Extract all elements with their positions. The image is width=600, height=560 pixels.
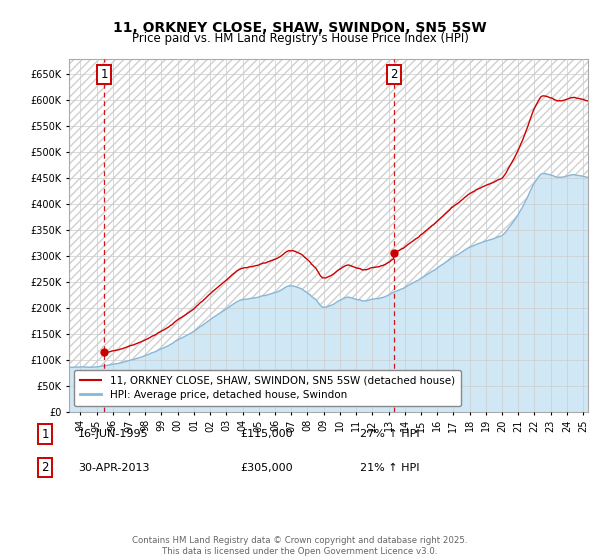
Text: 2: 2 bbox=[390, 68, 398, 81]
Text: 1: 1 bbox=[41, 427, 49, 441]
Text: Contains HM Land Registry data © Crown copyright and database right 2025.
This d: Contains HM Land Registry data © Crown c… bbox=[132, 536, 468, 556]
Text: 21% ↑ HPI: 21% ↑ HPI bbox=[360, 463, 419, 473]
Text: 30-APR-2013: 30-APR-2013 bbox=[78, 463, 149, 473]
Text: 2: 2 bbox=[41, 461, 49, 474]
Text: 27% ↑ HPI: 27% ↑ HPI bbox=[360, 429, 419, 439]
Text: 1: 1 bbox=[100, 68, 108, 81]
Text: Price paid vs. HM Land Registry's House Price Index (HPI): Price paid vs. HM Land Registry's House … bbox=[131, 32, 469, 45]
Text: £305,000: £305,000 bbox=[240, 463, 293, 473]
Text: £115,000: £115,000 bbox=[240, 429, 293, 439]
Text: 16-JUN-1995: 16-JUN-1995 bbox=[78, 429, 149, 439]
Legend: 11, ORKNEY CLOSE, SHAW, SWINDON, SN5 5SW (detached house), HPI: Average price, d: 11, ORKNEY CLOSE, SHAW, SWINDON, SN5 5SW… bbox=[74, 370, 461, 407]
Text: 11, ORKNEY CLOSE, SHAW, SWINDON, SN5 5SW: 11, ORKNEY CLOSE, SHAW, SWINDON, SN5 5SW bbox=[113, 21, 487, 35]
